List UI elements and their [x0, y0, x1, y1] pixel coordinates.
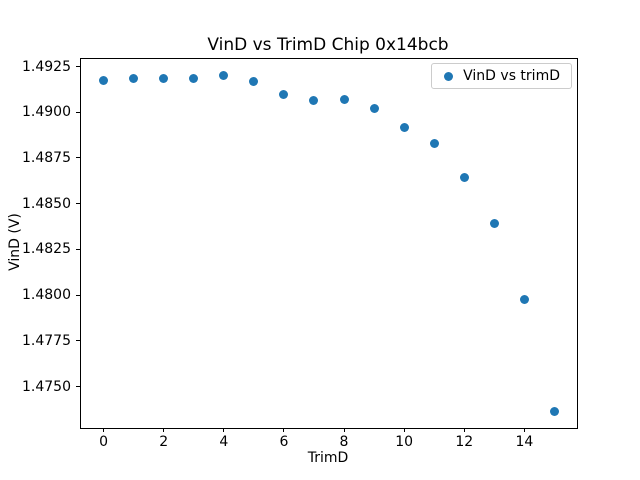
data-point	[399, 122, 409, 132]
x-tick-label: 12	[455, 434, 474, 450]
y-tick-mark	[76, 340, 80, 342]
x-tick-label: 10	[395, 434, 414, 450]
y-tick-label: 1.4825	[22, 241, 71, 258]
x-tick-label: 2	[159, 434, 169, 450]
axes-area: VinD vs trimD 0 2 4 6 8 10 12 14 1.4925 1.4900 1.4…	[22, 58, 578, 450]
y-tick-mark	[76, 203, 80, 205]
x-tick-label: 0	[99, 434, 108, 450]
data-point	[459, 173, 469, 183]
y-tick-mark	[76, 294, 80, 296]
x-axis-label: TrimD	[307, 450, 349, 466]
chart-title: VinD vs TrimD Chip 0x14bcb	[207, 35, 449, 55]
data-point	[429, 139, 439, 149]
y-tick-mark	[76, 111, 80, 113]
x-tick-label: 14	[515, 434, 534, 450]
x-tick-mark	[343, 428, 345, 432]
x-tick-label: 6	[279, 434, 289, 450]
x-tick-label: 8	[339, 434, 349, 450]
legend-label: VinD vs trimD	[463, 68, 560, 84]
data-point	[129, 73, 139, 83]
x-tick-mark	[463, 428, 465, 432]
data-point	[159, 73, 169, 83]
y-tick-label: 1.4750	[22, 378, 71, 395]
x-tick-mark	[103, 428, 105, 432]
y-tick-mark	[76, 386, 80, 388]
data-point	[369, 104, 379, 114]
x-tick-mark	[223, 428, 225, 432]
data-point	[489, 219, 499, 229]
data-point	[279, 89, 289, 99]
y-tick-mark	[76, 157, 80, 159]
x-tick-mark	[163, 428, 165, 432]
x-tick-mark	[283, 428, 285, 432]
data-point	[309, 95, 319, 105]
y-tick-label: 1.4875	[22, 149, 71, 166]
y-tick-mark	[76, 66, 80, 67]
x-tick-mark	[403, 428, 405, 432]
data-point	[339, 94, 349, 104]
x-tick-mark	[523, 428, 525, 432]
data-point	[99, 75, 109, 85]
y-tick-label: 1.4850	[22, 195, 71, 212]
legend: VinD vs trimD	[431, 63, 572, 89]
y-tick-label: 1.4775	[22, 332, 71, 349]
data-point	[519, 295, 529, 305]
data-point	[549, 406, 559, 416]
y-tick-label: 1.4925	[22, 58, 71, 75]
y-tick-label: 1.4900	[22, 104, 71, 121]
data-point	[189, 73, 199, 83]
y-tick-label: 1.4800	[22, 287, 71, 304]
data-point	[219, 71, 229, 81]
legend-marker-icon	[444, 71, 454, 81]
x-tick-label: 4	[219, 434, 229, 450]
data-point	[249, 77, 259, 87]
y-tick-mark	[76, 248, 80, 250]
